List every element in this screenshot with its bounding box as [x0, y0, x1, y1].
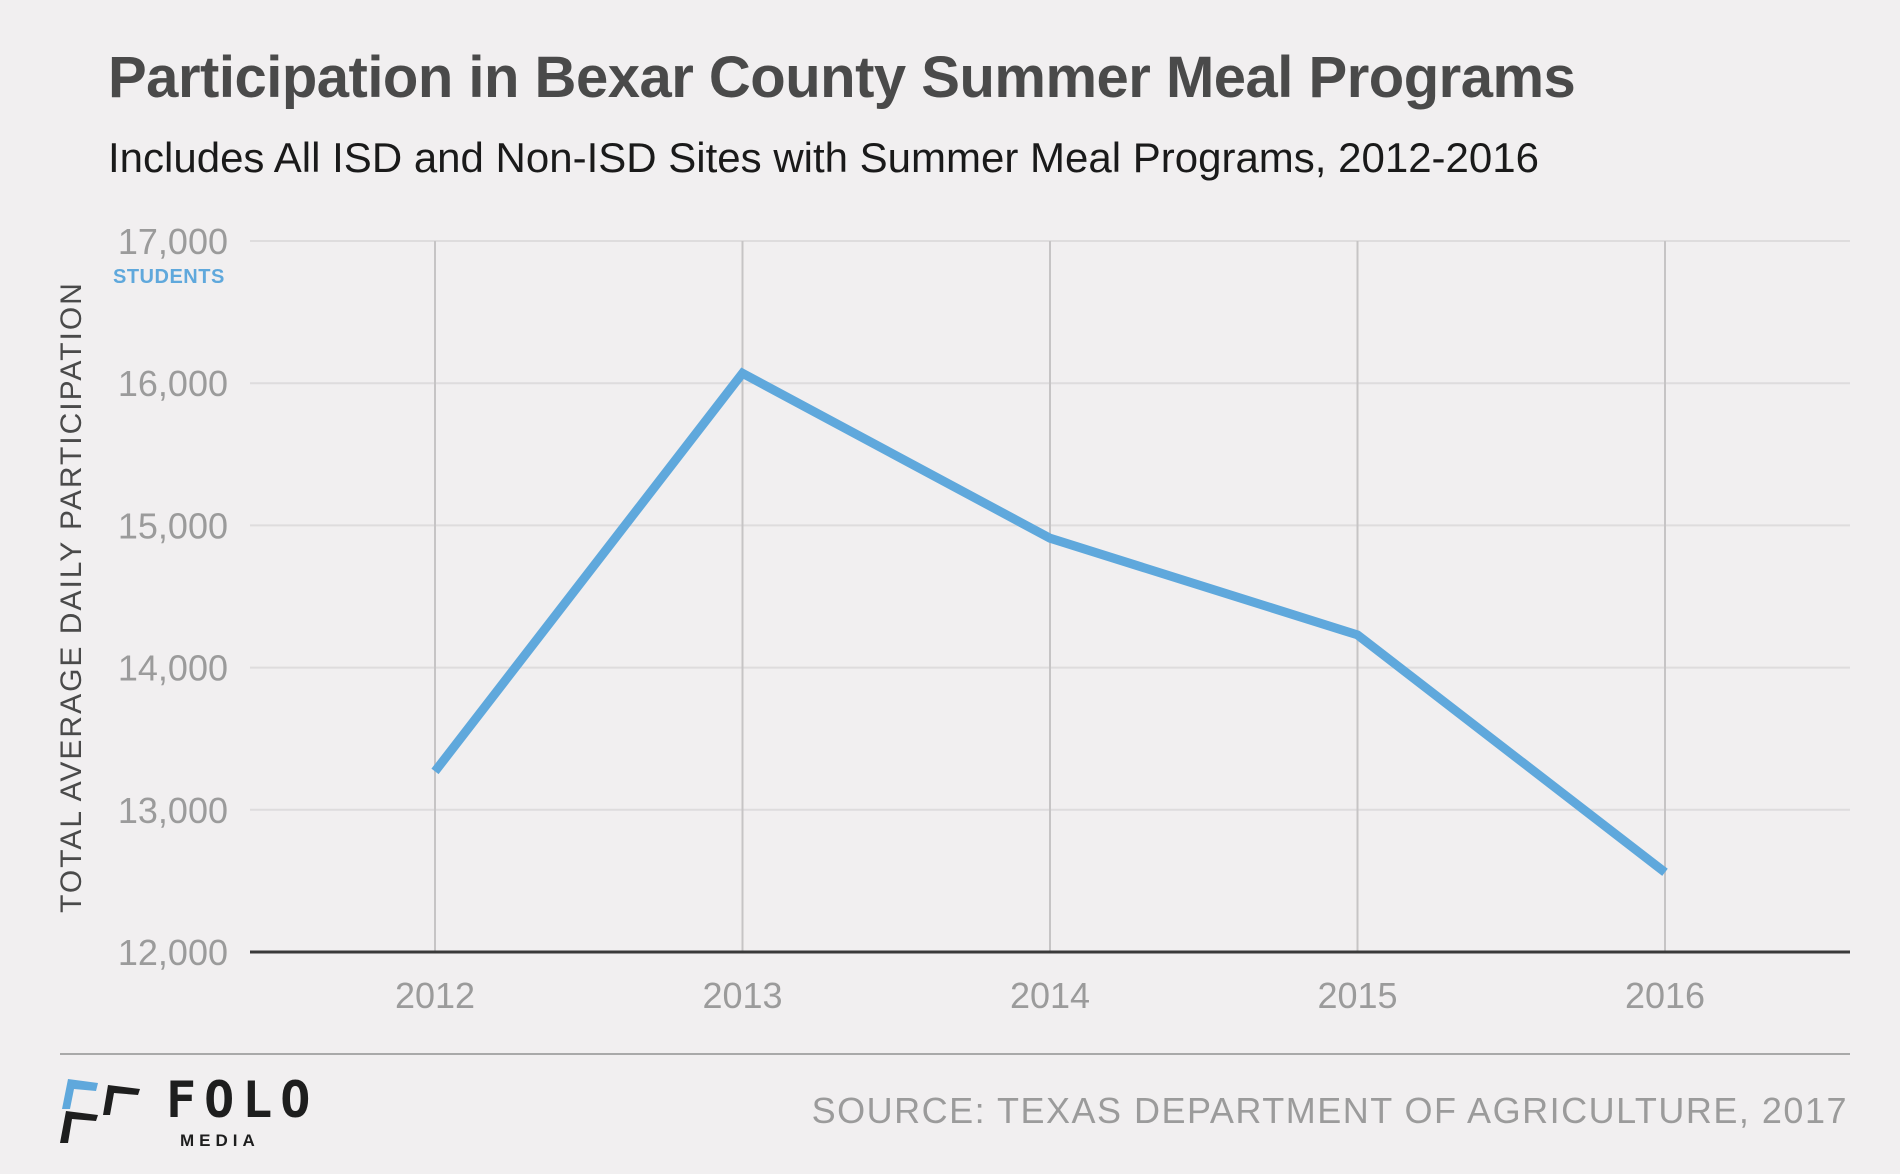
folo-media-logo: FOLO MEDIA — [60, 1071, 310, 1155]
y-tick-label: 16,000 — [118, 363, 228, 404]
x-tick-label: 2013 — [702, 975, 782, 1016]
x-tick-label: 2012 — [395, 975, 475, 1016]
y-tick-label: 15,000 — [118, 505, 228, 546]
logo-accent-stroke — [62, 1079, 98, 1109]
folo-logo-mark-icon — [60, 1079, 140, 1143]
chart-title: Participation in Bexar County Summer Mea… — [108, 45, 1576, 110]
y-axis-tick-labels: 12,000 13,000 14,000 15,000 16,000 17,000 — [118, 221, 228, 973]
x-tick-label: 2015 — [1317, 975, 1397, 1016]
logo-dark-stroke-bottom — [60, 1111, 98, 1143]
logo-wordmark: FOLO — [166, 1071, 319, 1129]
footer-divider — [60, 1053, 1850, 1055]
y-unit-label: STUDENTS — [113, 266, 225, 288]
y-axis-title: TOTAL AVERAGE DAILY PARTICIPATION — [55, 281, 88, 913]
y-tick-label: 17,000 — [118, 221, 228, 262]
logo-dark-stroke-top — [103, 1085, 140, 1115]
logo-subword: MEDIA — [180, 1131, 260, 1150]
chart-subtitle: Includes All ISD and Non-ISD Sites with … — [108, 134, 1539, 181]
source-note: SOURCE: TEXAS DEPARTMENT OF AGRICULTURE,… — [811, 1090, 1848, 1131]
vertical-gridlines — [434, 241, 1666, 952]
x-tick-label: 2014 — [1010, 975, 1090, 1016]
y-tick-label: 14,000 — [118, 648, 228, 689]
y-tick-label: 13,000 — [118, 790, 228, 831]
series-group — [431, 367, 1668, 876]
x-axis-tick-labels: 2012 2013 2014 2015 2016 — [395, 975, 1705, 1016]
x-tick-label: 2016 — [1625, 975, 1705, 1016]
y-tick-label: 12,000 — [118, 932, 228, 973]
